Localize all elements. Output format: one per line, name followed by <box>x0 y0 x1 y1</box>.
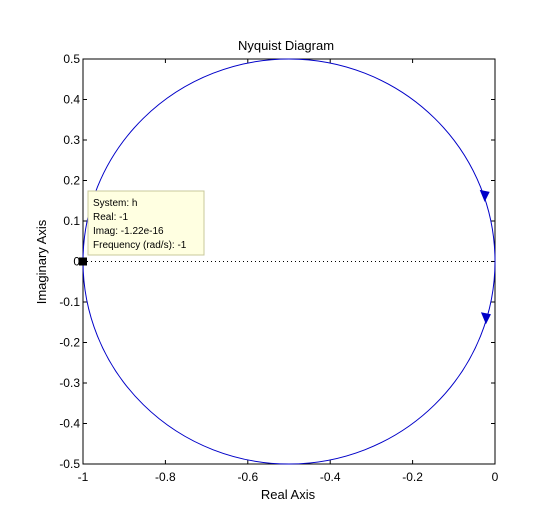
y-tick-label: 0.3 <box>63 133 80 147</box>
x-tick-label: -0.4 <box>320 470 341 484</box>
y-tick-label: 0.5 <box>63 52 80 66</box>
x-axis-label: Real Axis <box>261 487 316 502</box>
x-tick-label: 0 <box>492 470 499 484</box>
y-tick-label: 0 <box>73 255 80 269</box>
datatip-line-system: System: h <box>93 198 137 209</box>
plot-area <box>82 58 496 465</box>
direction-arrows <box>479 189 491 325</box>
datatip-line-frequency: Frequency (rad/s): -1 <box>93 240 187 251</box>
datatip[interactable]: System: h Real: -1 Imag: -1.22e-16 Frequ… <box>87 190 205 256</box>
datatip-box <box>87 190 205 256</box>
x-tick-label: -0.6 <box>237 470 258 484</box>
x-tick-label: -1 <box>78 470 89 484</box>
datatip-marker[interactable] <box>79 257 87 266</box>
x-tick-label: -0.2 <box>402 470 423 484</box>
direction-arrow <box>480 312 491 325</box>
y-tick-label: -0.1 <box>59 295 80 309</box>
chart-title: Nyquist Diagram <box>238 38 334 53</box>
direction-arrow <box>479 189 490 202</box>
y-tick-label: -0.2 <box>59 336 80 350</box>
datatip-line-real: Real: -1 <box>93 212 128 223</box>
y-tick-label: 0.2 <box>63 174 80 188</box>
y-tick-label: -0.5 <box>59 457 80 471</box>
x-axis-ticks: -1 -0.8 -0.6 -0.4 -0.2 0 <box>78 59 499 484</box>
y-axis-ticks: 0.5 0.4 0.3 0.2 0.1 0 -0.1 -0.2 -0.3 -0.4 -0.5 <box>59 52 495 471</box>
y-tick-label: 0.4 <box>63 93 80 107</box>
y-axis-label: Imaginary Axis <box>34 219 49 304</box>
datatip-line-imag: Imag: -1.22e-16 <box>93 226 164 237</box>
y-tick-label: 0.1 <box>63 214 80 228</box>
x-tick-label: -0.8 <box>155 470 176 484</box>
y-tick-label: -0.4 <box>59 417 80 431</box>
y-tick-label: -0.3 <box>59 376 80 390</box>
